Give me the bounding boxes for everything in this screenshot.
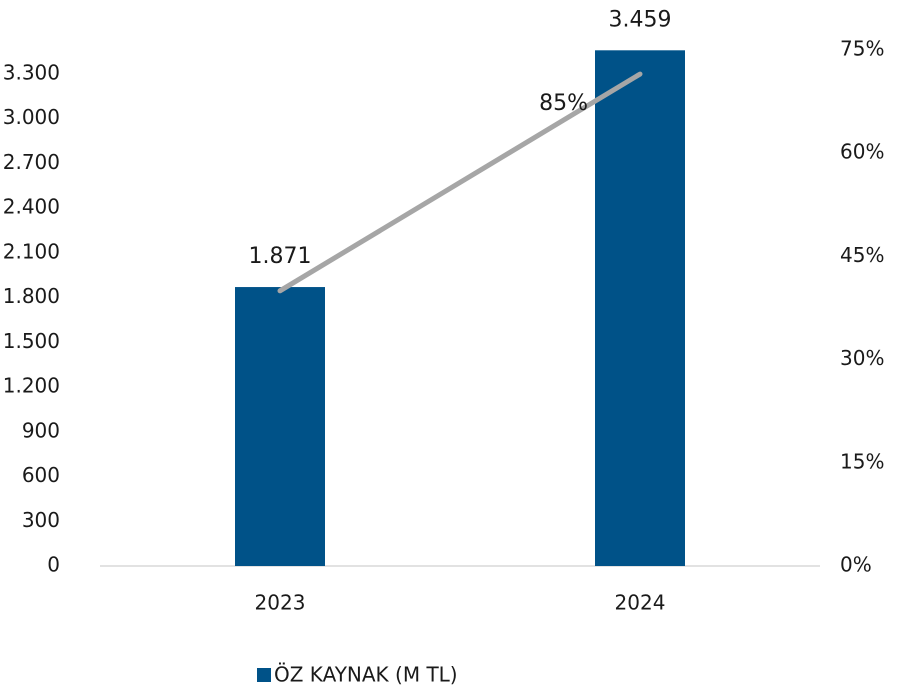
- y-tick-label: 900: [22, 418, 60, 442]
- y-tick-label: 2.400: [3, 195, 60, 219]
- y-tick-label: 2.700: [3, 150, 60, 174]
- legend-label: ÖZ KAYNAK (M TL): [274, 663, 458, 687]
- y2-tick-label: 60%: [840, 140, 884, 164]
- y2-tick-label: 0%: [840, 553, 872, 577]
- data-label: 1.871: [249, 244, 312, 269]
- y2-tick-label: 30%: [840, 346, 884, 370]
- bar: [595, 50, 685, 567]
- data-label: 3.459: [609, 7, 672, 32]
- y-tick-label: 0: [47, 553, 60, 577]
- y-tick-label: 3.300: [3, 61, 60, 85]
- bar: [235, 287, 325, 566]
- y2-tick-label: 15%: [840, 449, 884, 473]
- x-tick-label: 2023: [255, 591, 306, 615]
- y2-tick-label: 45%: [840, 243, 884, 267]
- line: [277, 71, 643, 294]
- annotation: 85%: [539, 91, 588, 116]
- y-tick-label: 1.500: [3, 329, 60, 353]
- x-tick-label: 2024: [615, 591, 666, 615]
- y-tick-label: 300: [22, 508, 60, 532]
- legend-swatch: [257, 668, 271, 682]
- y-tick-label: 600: [22, 463, 60, 487]
- y-tick-label: 3.000: [3, 105, 60, 129]
- y-tick-label: 1.800: [3, 284, 60, 308]
- y-tick-label: 2.100: [3, 239, 60, 263]
- y-tick-label: 1.200: [3, 374, 60, 398]
- y2-tick-label: 75%: [840, 37, 884, 61]
